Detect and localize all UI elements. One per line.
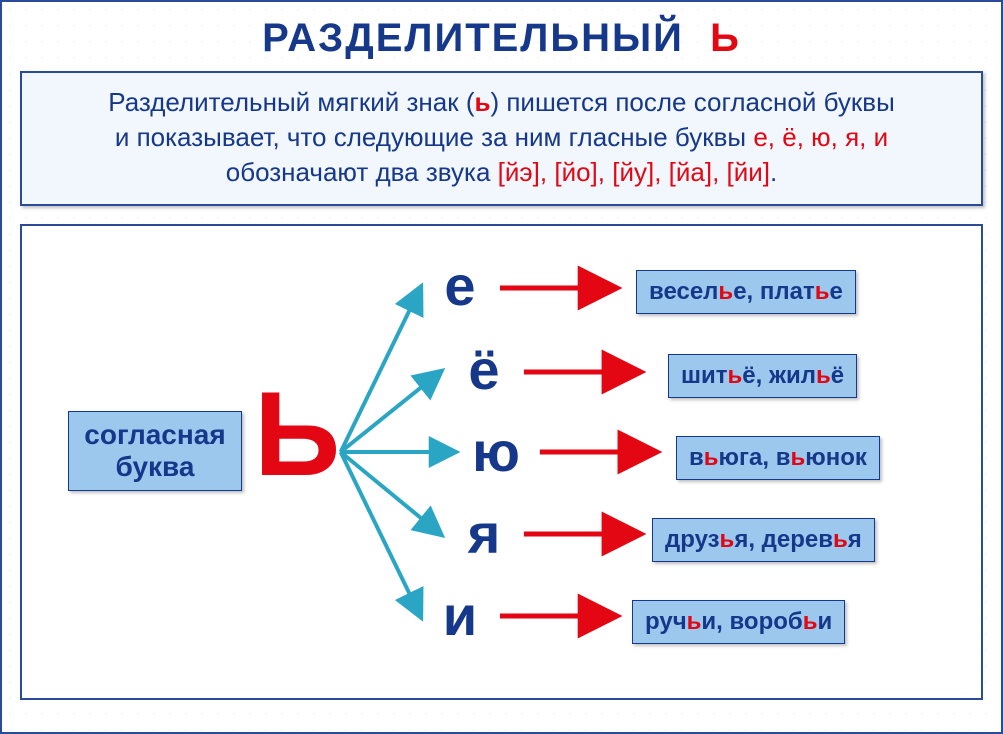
example-box-3: друзья, деревья xyxy=(652,518,875,562)
rule-line-2: и показывает, что следующие за ним гласн… xyxy=(42,120,961,155)
page-title: РАЗДЕЛИТЕЛЬНЫЙ Ь xyxy=(2,2,1001,71)
example-box-2: вьюга, вьюнок xyxy=(676,436,880,480)
diagram-box: согласная буква Ь еёюяи веселье, платье ш… xyxy=(20,224,983,700)
rule-box: Разделительный мягкий знак (ь) пишется п… xyxy=(20,71,983,206)
big-soft-sign: Ь xyxy=(254,374,340,494)
vowel-ю: ю xyxy=(466,424,526,480)
source-box: согласная буква xyxy=(68,411,242,491)
example-box-4: ручьи, воробьи xyxy=(632,600,845,644)
rule-line-1: Разделительный мягкий знак (ь) пишется п… xyxy=(42,85,961,120)
example-box-1: шитьё, жильё xyxy=(668,354,857,398)
page: РАЗДЕЛИТЕЛЬНЫЙ Ь Разделительный мягкий з… xyxy=(0,0,1003,734)
vowel-ё: ё xyxy=(454,342,514,398)
title-main: РАЗДЕЛИТЕЛЬНЫЙ xyxy=(262,16,684,60)
source-line-2: буква xyxy=(116,451,195,483)
example-box-0: веселье, платье xyxy=(636,270,856,314)
vowel-и: и xyxy=(430,588,490,644)
vowel-е: е xyxy=(430,258,490,314)
source-line-1: согласная xyxy=(84,419,225,451)
vowel-я: я xyxy=(454,506,514,562)
title-accent: Ь xyxy=(710,16,741,60)
rule-line-3: обозначают два звука [йэ], [йо], [йу], [… xyxy=(42,155,961,190)
